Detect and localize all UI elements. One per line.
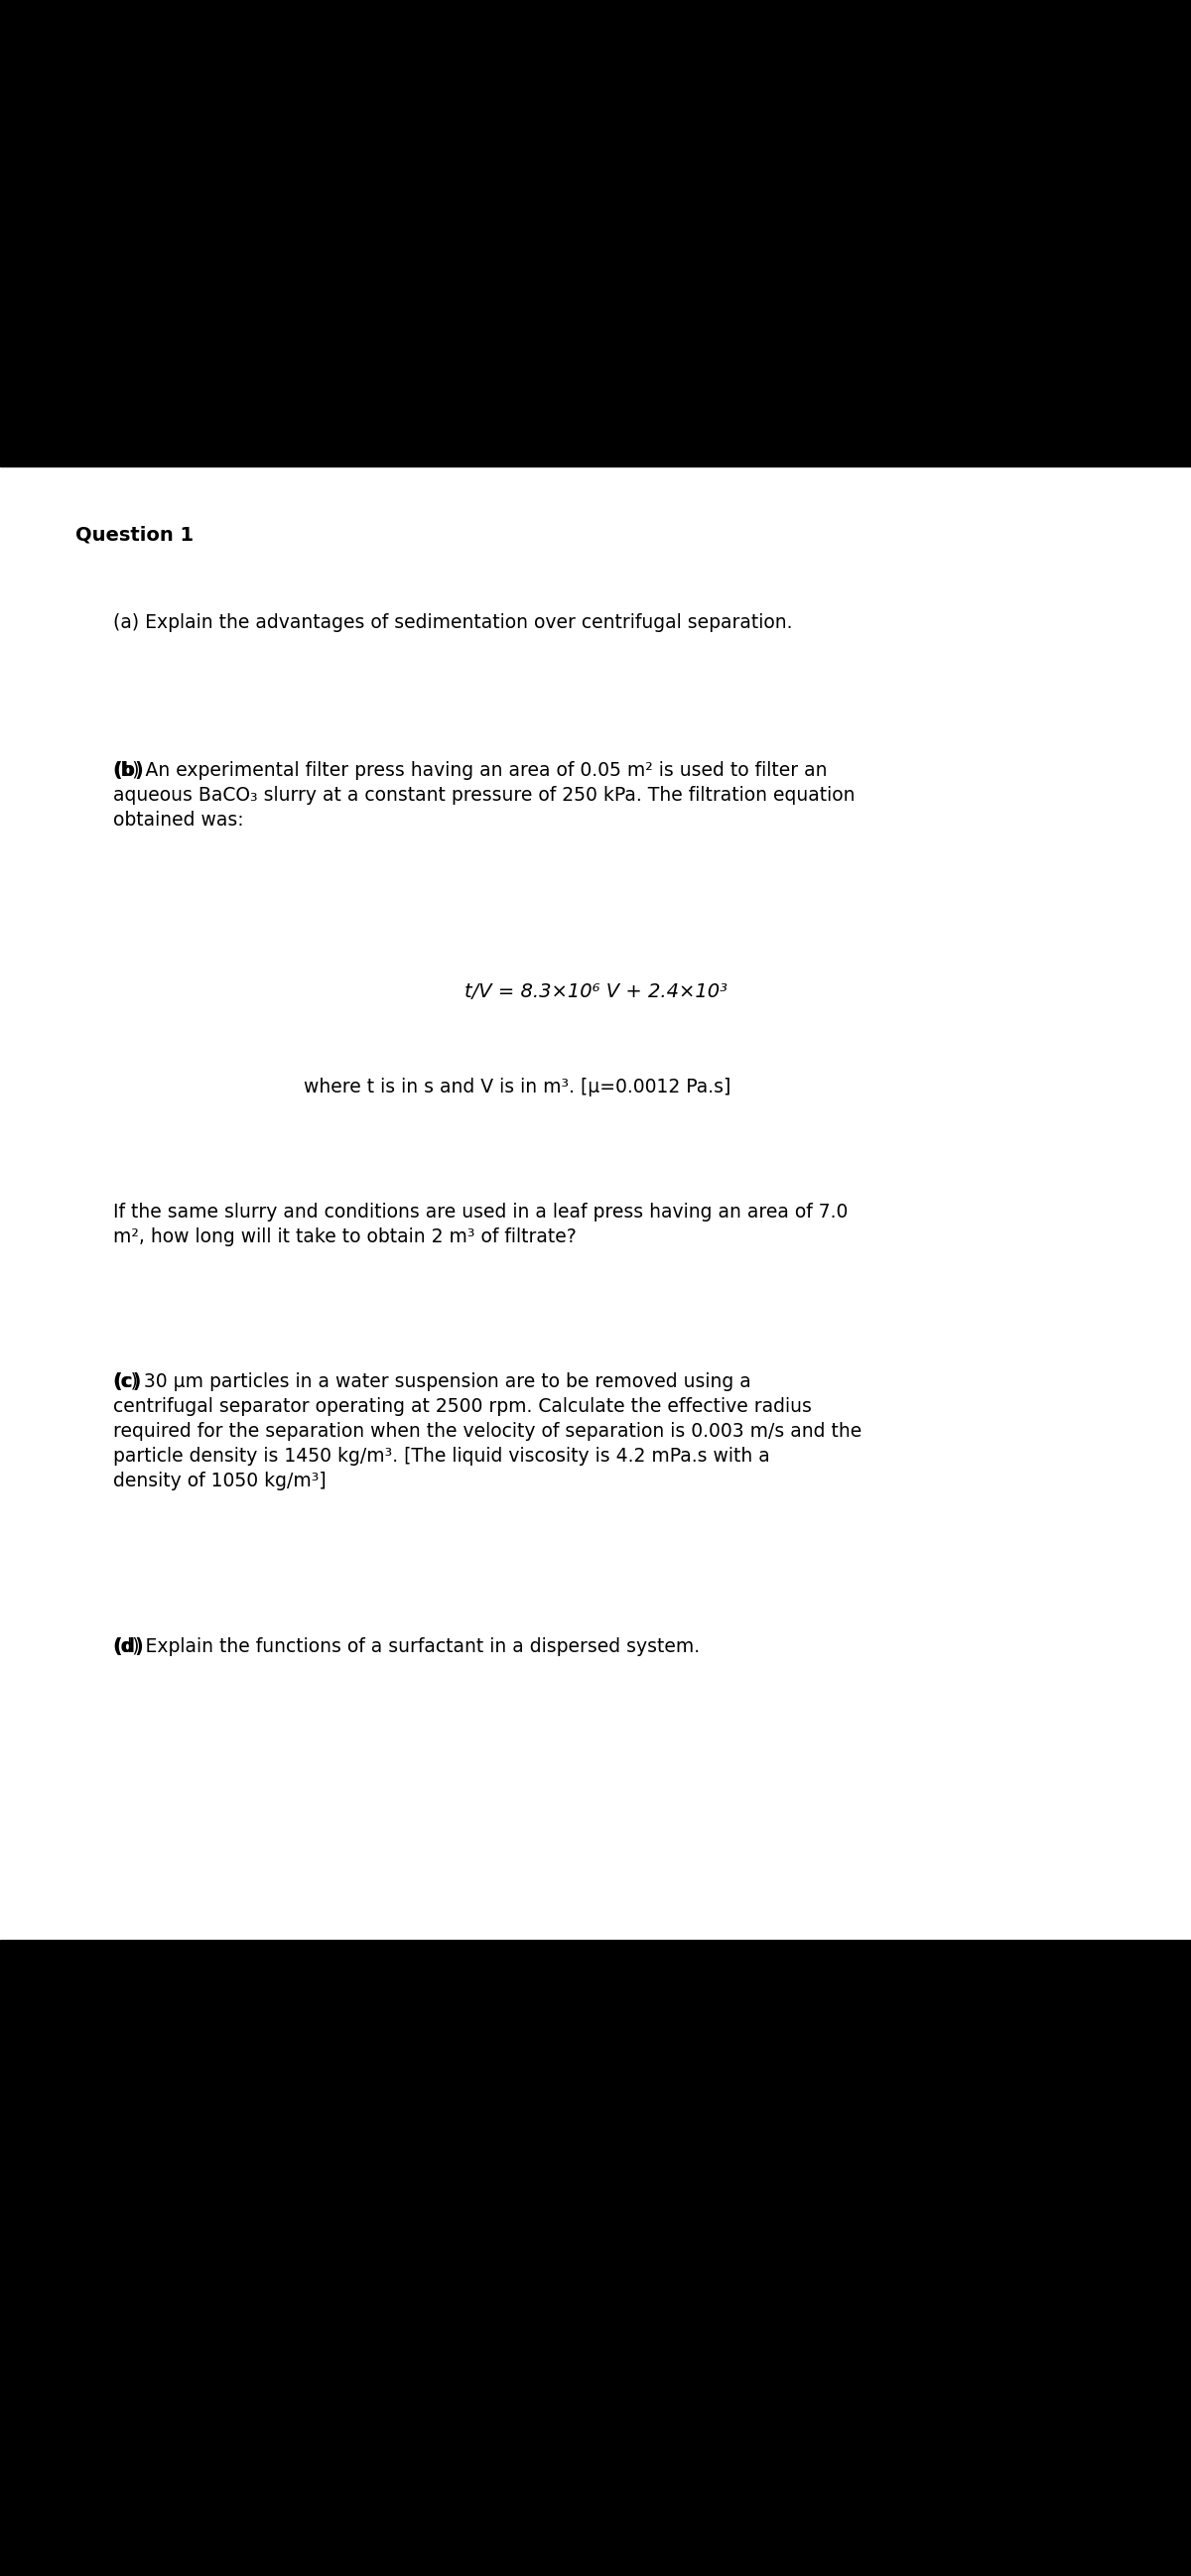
Text: (c) 30 μm particles in a water suspension are to be removed using a
centrifugal : (c) 30 μm particles in a water suspensio…: [113, 1373, 862, 1492]
Text: (c): (c): [113, 1373, 142, 1391]
Text: where t is in s and V is in m³. [μ=0.0012 Pa.s]: where t is in s and V is in m³. [μ=0.001…: [304, 1077, 731, 1097]
Text: t/V = 8.3×10⁶ V + 2.4×10³: t/V = 8.3×10⁶ V + 2.4×10³: [464, 981, 727, 1002]
Text: (d): (d): [113, 1638, 144, 1656]
Bar: [0, 0, 1191, 466]
Bar: [0, 1940, 1191, 2576]
Text: Question 1: Question 1: [75, 526, 193, 544]
Text: (b) An experimental filter press having an area of 0.05 m² is used to filter an
: (b) An experimental filter press having …: [113, 760, 855, 829]
Text: (d) Explain the functions of a surfactant in a dispersed system.: (d) Explain the functions of a surfactan…: [113, 1638, 700, 1656]
Text: If the same slurry and conditions are used in a leaf press having an area of 7.0: If the same slurry and conditions are us…: [113, 1203, 848, 1247]
Text: (b): (b): [113, 760, 144, 781]
Text: (a) Explain the advantages of sedimentation over centrifugal separation.: (a) Explain the advantages of sedimentat…: [113, 613, 792, 634]
